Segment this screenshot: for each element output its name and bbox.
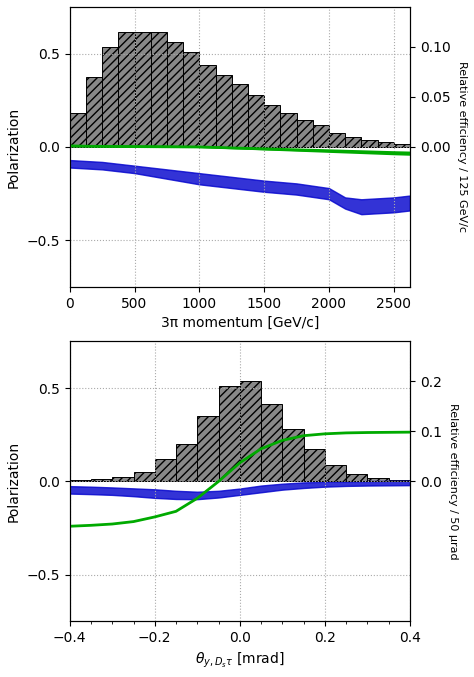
Bar <box>313 125 329 147</box>
X-axis label: 3π momentum [GeV/c]: 3π momentum [GeV/c] <box>161 316 319 330</box>
Bar <box>118 32 135 147</box>
X-axis label: $\theta_{y,D_s\tau}$ [mrad]: $\theta_{y,D_s\tau}$ [mrad] <box>195 651 284 670</box>
Bar <box>91 479 112 481</box>
Bar <box>216 75 232 147</box>
Bar <box>345 137 361 147</box>
Bar <box>134 473 155 481</box>
Bar <box>394 144 410 147</box>
Bar <box>70 113 86 147</box>
Bar <box>112 477 134 481</box>
Bar <box>183 52 200 147</box>
Bar <box>297 120 313 147</box>
Bar <box>325 466 346 481</box>
Bar <box>135 32 151 147</box>
Bar <box>389 480 410 481</box>
Y-axis label: Polarization: Polarization <box>7 106 21 188</box>
Y-axis label: Relative efficiency / 125 GeV/c: Relative efficiency / 125 GeV/c <box>457 62 467 232</box>
Bar <box>155 459 176 481</box>
Bar <box>200 65 216 147</box>
Bar <box>197 416 219 481</box>
Bar <box>346 474 367 481</box>
Bar <box>280 113 297 147</box>
Bar <box>232 84 248 147</box>
Bar <box>367 478 389 481</box>
Bar <box>176 444 197 481</box>
Bar <box>283 429 304 481</box>
Bar <box>264 105 280 147</box>
Y-axis label: Relative efficiency / 50 μrad: Relative efficiency / 50 μrad <box>448 403 458 560</box>
Bar <box>329 133 345 147</box>
Bar <box>86 77 102 147</box>
Bar <box>248 95 264 147</box>
Bar <box>167 42 183 147</box>
Bar <box>240 381 261 481</box>
Bar <box>151 32 167 147</box>
Bar <box>102 47 118 147</box>
Bar <box>377 142 394 147</box>
Bar <box>304 449 325 481</box>
Bar <box>361 140 377 147</box>
Bar <box>261 404 283 481</box>
Y-axis label: Polarization: Polarization <box>7 441 21 522</box>
Bar <box>219 387 240 481</box>
